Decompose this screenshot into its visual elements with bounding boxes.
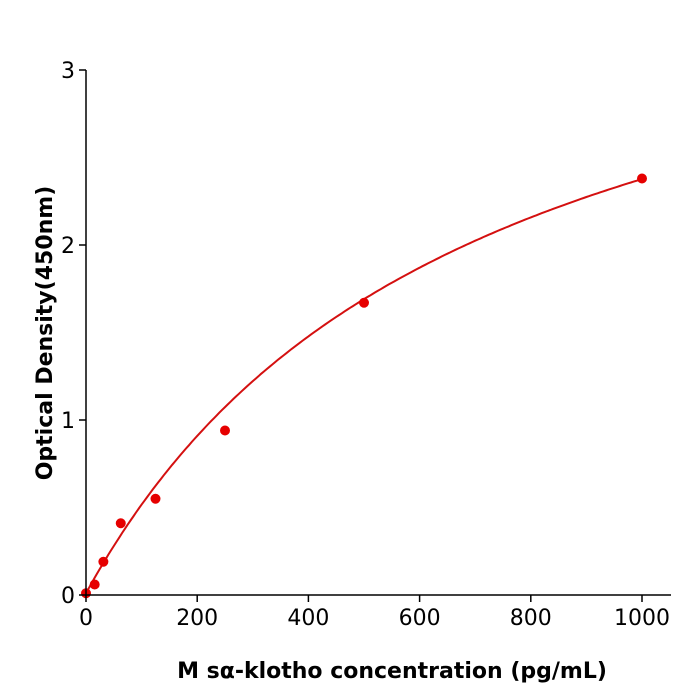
x-tick-label: 200 (176, 606, 218, 631)
data-point (89, 579, 100, 590)
x-tick-label: 0 (79, 606, 93, 631)
x-axis-label: M sα-klotho concentration (pg/mL) (177, 659, 607, 684)
y-tick-label: 0 (61, 584, 75, 609)
y-tick-label: 1 (61, 409, 75, 434)
fit-curve (85, 178, 643, 594)
x-tick-label: 800 (510, 606, 552, 631)
data-point (115, 518, 126, 529)
x-tick-label: 600 (399, 606, 441, 631)
data-point (637, 173, 647, 184)
x-tick-label: 400 (287, 606, 329, 631)
y-tick-label: 2 (61, 234, 75, 259)
x-tick-label: 1000 (614, 606, 670, 631)
y-axis-label: Optical Density(450nm) (33, 186, 58, 481)
data-point (359, 297, 369, 308)
data-point (220, 425, 230, 436)
y-tick-label: 3 (61, 59, 75, 84)
data-point (150, 493, 161, 504)
data-point (98, 556, 109, 567)
